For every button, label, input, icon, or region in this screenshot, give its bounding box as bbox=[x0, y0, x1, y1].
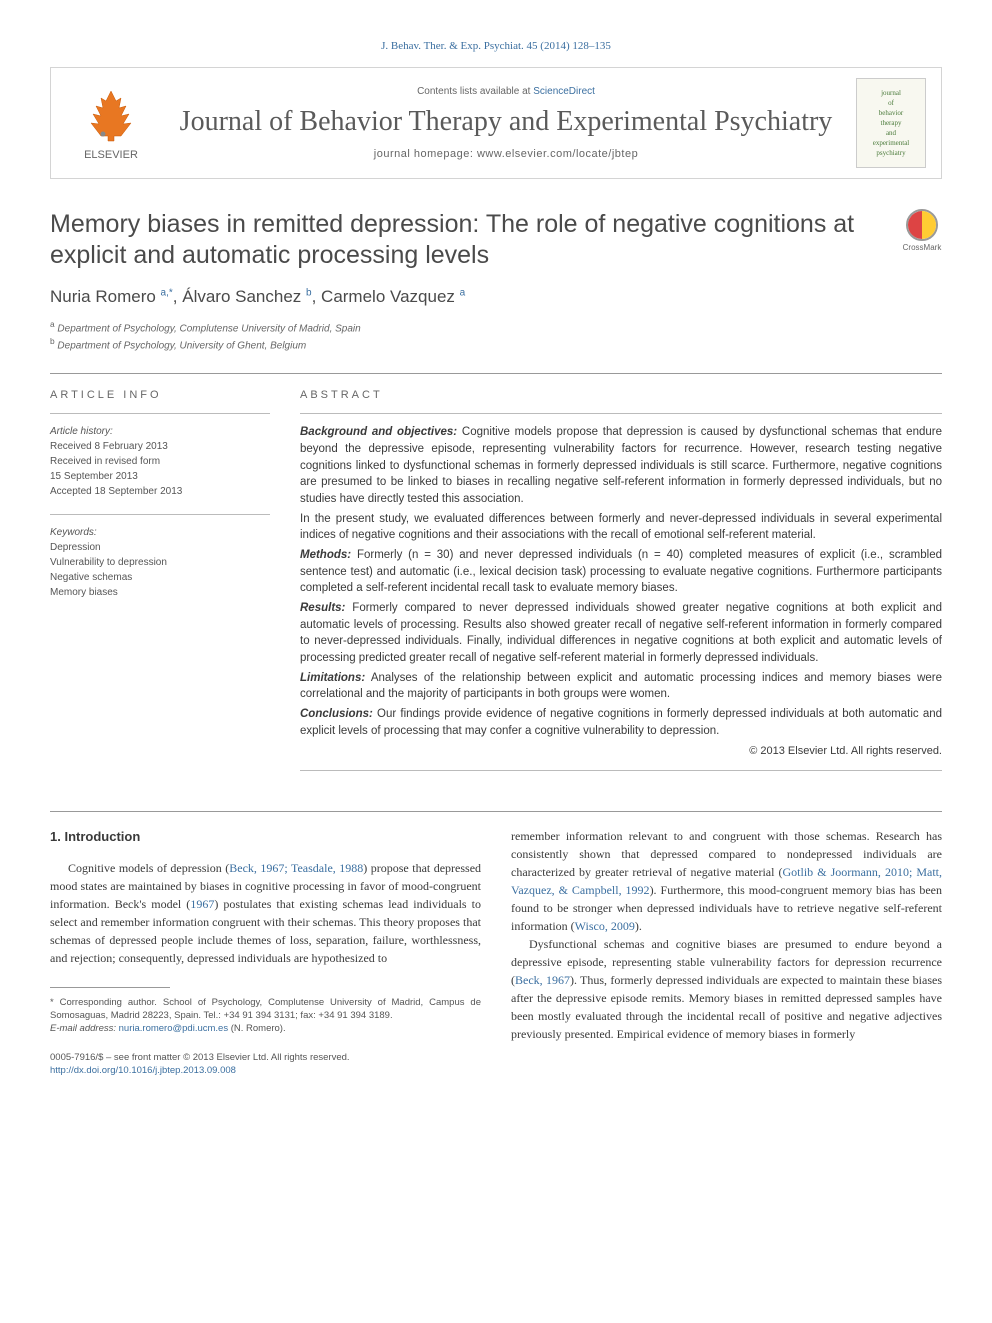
body-paragraph: Dysfunctional schemas and cognitive bias… bbox=[511, 935, 942, 1043]
affil-sup: b bbox=[50, 336, 55, 346]
affil-text: Department of Psychology, University of … bbox=[57, 340, 306, 351]
abstract-text: Analyses of the relationship between exp… bbox=[300, 672, 942, 701]
contents-available-line: Contents lists available at ScienceDirec… bbox=[156, 86, 856, 97]
keywords-block: Keywords: Depression Vulnerability to de… bbox=[50, 525, 270, 600]
abstract-label: Methods: bbox=[300, 549, 351, 561]
doi-link[interactable]: http://dx.doi.org/10.1016/j.jbtep.2013.0… bbox=[50, 1065, 236, 1076]
body-paragraph: Cognitive models of depression (Beck, 19… bbox=[50, 859, 481, 967]
body-paragraph: remember information relevant to and con… bbox=[511, 827, 942, 935]
keywords-label: Keywords: bbox=[50, 525, 270, 540]
history-line: Accepted 18 September 2013 bbox=[50, 484, 270, 499]
cover-line: therapy bbox=[881, 119, 902, 127]
body-text: ). bbox=[635, 919, 642, 933]
divider bbox=[300, 413, 942, 414]
homepage-label: journal homepage: bbox=[374, 148, 477, 160]
cover-line: experimental bbox=[873, 139, 910, 147]
keyword: Vulnerability to depression bbox=[50, 555, 270, 570]
abstract-label: Results: bbox=[300, 602, 345, 614]
body-text: ). Thus, formerly depressed individuals … bbox=[511, 973, 942, 1041]
history-line: Received 8 February 2013 bbox=[50, 439, 270, 454]
keyword: Negative schemas bbox=[50, 570, 270, 585]
crossmark-badge[interactable]: CrossMark bbox=[902, 209, 942, 252]
abstract-text: Formerly compared to never depressed ind… bbox=[300, 602, 942, 664]
crossmark-icon bbox=[906, 209, 938, 241]
email-link[interactable]: nuria.romero@pdi.ucm.es bbox=[119, 1023, 228, 1034]
body-column-right: remember information relevant to and con… bbox=[511, 827, 942, 1077]
journal-homepage: journal homepage: www.elsevier.com/locat… bbox=[156, 148, 856, 160]
divider bbox=[50, 514, 270, 515]
divider bbox=[300, 770, 942, 771]
authors: Nuria Romero a,*, Álvaro Sanchez b, Carm… bbox=[50, 287, 942, 307]
homepage-url: www.elsevier.com/locate/jbtep bbox=[477, 148, 638, 160]
divider bbox=[50, 373, 942, 374]
email-label: E-mail address: bbox=[50, 1023, 119, 1034]
abstract-section: Limitations: Analyses of the relationshi… bbox=[300, 670, 942, 703]
history-line: 15 September 2013 bbox=[50, 469, 270, 484]
journal-banner: ELSEVIER Contents lists available at Sci… bbox=[50, 67, 942, 179]
intro-heading: 1. Introduction bbox=[50, 827, 481, 847]
article-history: Article history: Received 8 February 201… bbox=[50, 424, 270, 499]
cover-line: of bbox=[888, 99, 894, 107]
journal-cover-thumb: journal of behavior therapy and experime… bbox=[856, 78, 926, 168]
corresponding-footnote: * Corresponding author. School of Psycho… bbox=[50, 996, 481, 1036]
article-title: Memory biases in remitted depression: Th… bbox=[50, 209, 882, 272]
citation-link[interactable]: 1967 bbox=[190, 897, 214, 911]
email-name: (N. Romero). bbox=[228, 1023, 286, 1034]
abstract-body: Background and objectives: Cognitive mod… bbox=[300, 424, 942, 760]
abstract-section: Background and objectives: Cognitive mod… bbox=[300, 424, 942, 507]
abstract-section: Conclusions: Our findings provide eviden… bbox=[300, 706, 942, 739]
footnote-email-line: E-mail address: nuria.romero@pdi.ucm.es … bbox=[50, 1022, 481, 1035]
crossmark-label: CrossMark bbox=[903, 243, 942, 252]
front-matter-line: 0005-7916/$ – see front matter © 2013 El… bbox=[50, 1051, 481, 1064]
footnote-divider bbox=[50, 987, 170, 988]
divider bbox=[50, 413, 270, 414]
abstract-section: Results: Formerly compared to never depr… bbox=[300, 600, 942, 667]
abstract-text: In the present study, we evaluated diffe… bbox=[300, 513, 942, 542]
abstract-label: Limitations: bbox=[300, 672, 365, 684]
body-text: Cognitive models of depression ( bbox=[68, 861, 229, 875]
footnote-text: * Corresponding author. School of Psycho… bbox=[50, 996, 481, 1023]
affiliation: b Department of Psychology, University o… bbox=[50, 336, 942, 353]
abstract-text: Our findings provide evidence of negativ… bbox=[300, 708, 942, 737]
publisher-name: ELSEVIER bbox=[84, 149, 138, 161]
abstract-label: Conclusions: bbox=[300, 708, 373, 720]
abstract-label: Background and objectives: bbox=[300, 426, 457, 438]
cover-line: psychiatry bbox=[876, 149, 905, 157]
affil-sup: a bbox=[50, 319, 55, 329]
citation-link[interactable]: Beck, 1967 bbox=[515, 973, 570, 987]
sciencedirect-link[interactable]: ScienceDirect bbox=[533, 86, 595, 97]
abstract-copyright: © 2013 Elsevier Ltd. All rights reserved… bbox=[300, 744, 942, 760]
history-label: Article history: bbox=[50, 424, 270, 439]
article-info-heading: ARTICLE INFO bbox=[50, 389, 270, 401]
body-column-left: 1. Introduction Cognitive models of depr… bbox=[50, 827, 481, 1077]
citation-link[interactable]: Wisco, 2009 bbox=[575, 919, 635, 933]
keyword: Memory biases bbox=[50, 585, 270, 600]
publisher-logo: ELSEVIER bbox=[66, 86, 156, 161]
abstract-section: In the present study, we evaluated diffe… bbox=[300, 511, 942, 544]
history-line: Received in revised form bbox=[50, 454, 270, 469]
abstract-text: Formerly (n = 30) and never depressed in… bbox=[300, 549, 942, 594]
contents-available-text: Contents lists available at bbox=[417, 86, 533, 97]
keyword: Depression bbox=[50, 540, 270, 555]
doi-block: 0005-7916/$ – see front matter © 2013 El… bbox=[50, 1051, 481, 1078]
elsevier-tree-icon bbox=[81, 86, 141, 146]
abstract-heading: ABSTRACT bbox=[300, 389, 942, 401]
abstract-section: Methods: Formerly (n = 30) and never dep… bbox=[300, 547, 942, 597]
affiliations: a Department of Psychology, Complutense … bbox=[50, 319, 942, 354]
cover-line: journal bbox=[881, 89, 901, 97]
affiliation: a Department of Psychology, Complutense … bbox=[50, 319, 942, 336]
affil-text: Department of Psychology, Complutense Un… bbox=[57, 323, 360, 334]
cover-line: and bbox=[886, 129, 896, 137]
divider bbox=[50, 811, 942, 812]
header-citation: J. Behav. Ther. & Exp. Psychiat. 45 (201… bbox=[50, 40, 942, 52]
citation-link[interactable]: Beck, 1967; Teasdale, 1988 bbox=[229, 861, 363, 875]
journal-name: Journal of Behavior Therapy and Experime… bbox=[156, 105, 856, 139]
cover-line: behavior bbox=[879, 109, 904, 117]
